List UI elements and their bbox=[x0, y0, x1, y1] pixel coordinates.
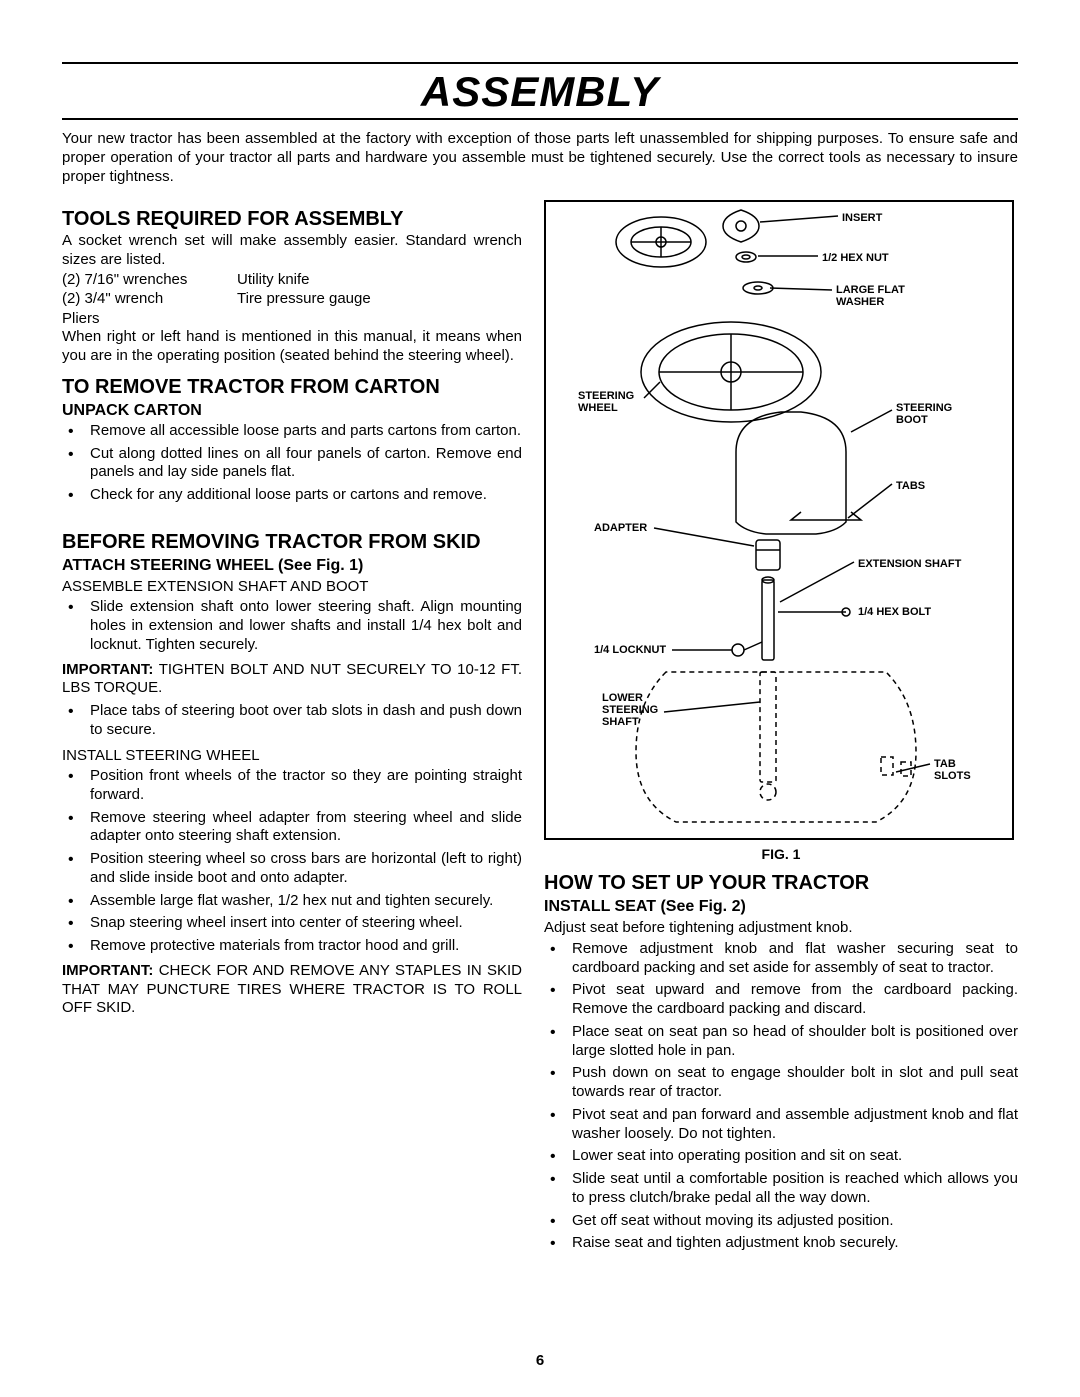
tools-row2: (2) 3/4" wrench Tire pressure gauge bbox=[62, 289, 522, 309]
setup-desc: Adjust seat before tightening adjustment… bbox=[544, 918, 1018, 938]
setup-item: Remove adjustment knob and flat washer s… bbox=[572, 940, 1018, 978]
setup-item: Get off seat without moving its adjusted… bbox=[572, 1212, 1018, 1231]
tools-row2a: (2) 3/4" wrench bbox=[62, 289, 237, 309]
tools-row1b: Utility knife bbox=[237, 270, 310, 290]
intro-paragraph: Your new tractor has been assembled at t… bbox=[62, 130, 1018, 186]
install-item: Remove steering wheel adapter from steer… bbox=[90, 809, 522, 847]
attach-list1: Slide extension shaft onto lower steerin… bbox=[90, 598, 522, 654]
setup-item: Place seat on seat pan so head of should… bbox=[572, 1023, 1018, 1061]
setup-item: Lower seat into operating position and s… bbox=[572, 1147, 1018, 1166]
unpack-item: Cut along dotted lines on all four panel… bbox=[90, 445, 522, 483]
install-item: Snap steering wheel insert into center o… bbox=[90, 914, 522, 933]
important-2: IMPORTANT: CHECK FOR AND REMOVE ANY STAP… bbox=[62, 962, 522, 1018]
install-item: Position steering wheel so cross bars ar… bbox=[90, 850, 522, 888]
page-title: ASSEMBLY bbox=[62, 68, 1018, 116]
tools-heading: TOOLS REQUIRED FOR ASSEMBLY bbox=[62, 208, 522, 230]
important-label: IMPORTANT: bbox=[62, 661, 153, 678]
unpack-subheading: UNPACK CARTON bbox=[62, 402, 522, 420]
important-label: IMPORTANT: bbox=[62, 962, 153, 979]
tools-desc: A socket wrench set will make assembly e… bbox=[62, 232, 522, 270]
setup-item: Pivot seat and pan forward and assemble … bbox=[572, 1106, 1018, 1144]
two-column-layout: TOOLS REQUIRED FOR ASSEMBLY A socket wre… bbox=[62, 198, 1018, 1259]
top-rule bbox=[62, 62, 1018, 64]
tools-note: When right or left hand is mentioned in … bbox=[62, 328, 522, 366]
figure-1-box: INSERT 1/2 HEX NUT LARGE FLAT WASHER STE… bbox=[544, 200, 1014, 840]
before-heading: BEFORE REMOVING TRACTOR FROM SKID bbox=[62, 531, 522, 553]
setup-item: Slide seat until a comfortable position … bbox=[572, 1170, 1018, 1208]
tools-row2b: Tire pressure gauge bbox=[237, 289, 371, 309]
figure-caption: FIG. 1 bbox=[544, 846, 1018, 862]
setup-item: Push down on seat to engage shoulder bol… bbox=[572, 1064, 1018, 1102]
unpack-item: Remove all accessible loose parts and pa… bbox=[90, 422, 522, 441]
tools-row1a: (2) 7/16" wrenches bbox=[62, 270, 237, 290]
figure-1-svg bbox=[546, 202, 1012, 838]
important-1: IMPORTANT: TIGHTEN BOLT AND NUT SECURELY… bbox=[62, 661, 522, 699]
tools-row3: Pliers bbox=[62, 309, 522, 329]
install-seat-subheading: INSTALL SEAT (See Fig. 2) bbox=[544, 898, 1018, 916]
install-item: Position front wheels of the tractor so … bbox=[90, 767, 522, 805]
left-column: TOOLS REQUIRED FOR ASSEMBLY A socket wre… bbox=[62, 198, 522, 1259]
setup-item: Raise seat and tighten adjustment knob s… bbox=[572, 1234, 1018, 1253]
setup-item: Pivot seat upward and remove from the ca… bbox=[572, 981, 1018, 1019]
attach-item: Place tabs of steering boot over tab slo… bbox=[90, 702, 522, 740]
unpack-list: Remove all accessible loose parts and pa… bbox=[90, 422, 522, 505]
install-item: Assemble large flat washer, 1/2 hex nut … bbox=[90, 892, 522, 911]
tools-row3a: Pliers bbox=[62, 309, 237, 329]
setup-heading: HOW TO SET UP YOUR TRACTOR bbox=[544, 872, 1018, 894]
attach-subheading: ATTACH STEERING WHEEL (See Fig. 1) bbox=[62, 557, 522, 575]
setup-list: Remove adjustment knob and flat washer s… bbox=[572, 940, 1018, 1253]
attach-list2: Place tabs of steering boot over tab slo… bbox=[90, 702, 522, 740]
right-column: INSERT 1/2 HEX NUT LARGE FLAT WASHER STE… bbox=[544, 198, 1018, 1259]
assemble-line: ASSEMBLE EXTENSION SHAFT AND BOOT bbox=[62, 577, 522, 597]
bottom-rule bbox=[62, 118, 1018, 120]
attach-item: Slide extension shaft onto lower steerin… bbox=[90, 598, 522, 654]
unpack-item: Check for any additional loose parts or … bbox=[90, 486, 522, 505]
install-list: Position front wheels of the tractor so … bbox=[90, 767, 522, 956]
install-item: Remove protective materials from tractor… bbox=[90, 937, 522, 956]
remove-heading: TO REMOVE TRACTOR FROM CARTON bbox=[62, 376, 522, 398]
tools-row1: (2) 7/16" wrenches Utility knife bbox=[62, 270, 522, 290]
install-line: INSTALL STEERING WHEEL bbox=[62, 746, 522, 766]
page-number: 6 bbox=[0, 1352, 1080, 1369]
